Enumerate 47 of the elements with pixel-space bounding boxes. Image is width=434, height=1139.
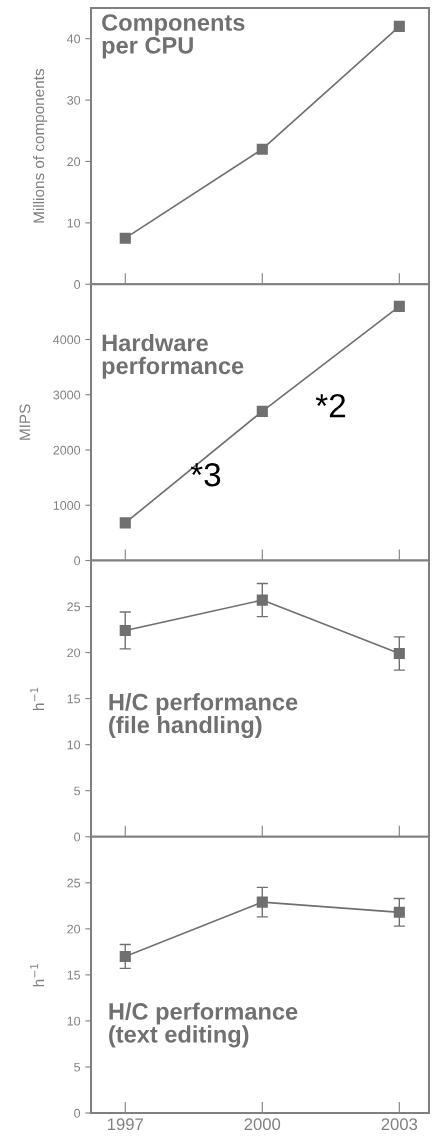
y-tick-label: 30 [67, 95, 81, 105]
y-tick-label: 1000 [53, 501, 81, 510]
point [119, 950, 131, 963]
y-tick-label: 0 [74, 1108, 81, 1118]
y-tick-label: 3000 [53, 390, 81, 400]
point [256, 143, 268, 155]
x-tick-label: 2000 [244, 1118, 281, 1131]
text: H/C performance (file handling) [109, 693, 298, 739]
y-axis-title: MIPS [19, 404, 31, 440]
y-tick-label: 20 [67, 924, 81, 934]
y-tick-label: 25 [67, 878, 81, 888]
point [393, 20, 405, 32]
y-tick-label: 0 [74, 556, 81, 566]
y-tick-label: 5 [74, 1062, 81, 1072]
y-tick-label: 0 [74, 280, 81, 289]
y-tick-label: 4000 [53, 335, 81, 345]
annotation: *2 [315, 393, 346, 418]
text: H/C performance (text editing) [109, 1002, 298, 1048]
point [119, 624, 131, 637]
y-tick-label: 25 [67, 602, 81, 612]
y-tick-label: 15 [67, 970, 81, 980]
y-tick-label: 10 [67, 218, 81, 228]
y-tick-label: 20 [67, 157, 81, 167]
y-tick-label: 2000 [53, 445, 81, 455]
y-tick-label: 10 [67, 1016, 81, 1026]
y-tick-label: 20 [67, 648, 81, 658]
point [256, 405, 268, 417]
point [119, 517, 131, 529]
text: Components per CPU [102, 14, 245, 59]
y-axis-title: h$^{−1}$ [30, 687, 44, 711]
x-tick-label: 2003 [381, 1118, 418, 1131]
y-tick-label: 40 [66, 34, 81, 44]
x-tick-label: 1997 [107, 1118, 143, 1131]
y-tick-label: 5 [74, 786, 81, 796]
point [393, 647, 405, 660]
y-axis-title: Millions of components [32, 68, 48, 223]
y-tick-label: 0 [74, 832, 81, 842]
text: Hardware performance [102, 333, 244, 379]
y-tick-label: 15 [67, 694, 81, 704]
point [393, 906, 405, 918]
point [119, 232, 131, 244]
y-tick-label: 10 [67, 740, 81, 750]
point [393, 300, 405, 312]
y-axis-title: h$^{−1}$ [30, 963, 44, 987]
point [256, 896, 268, 908]
annotation: *3 [190, 462, 221, 487]
point [256, 594, 268, 606]
